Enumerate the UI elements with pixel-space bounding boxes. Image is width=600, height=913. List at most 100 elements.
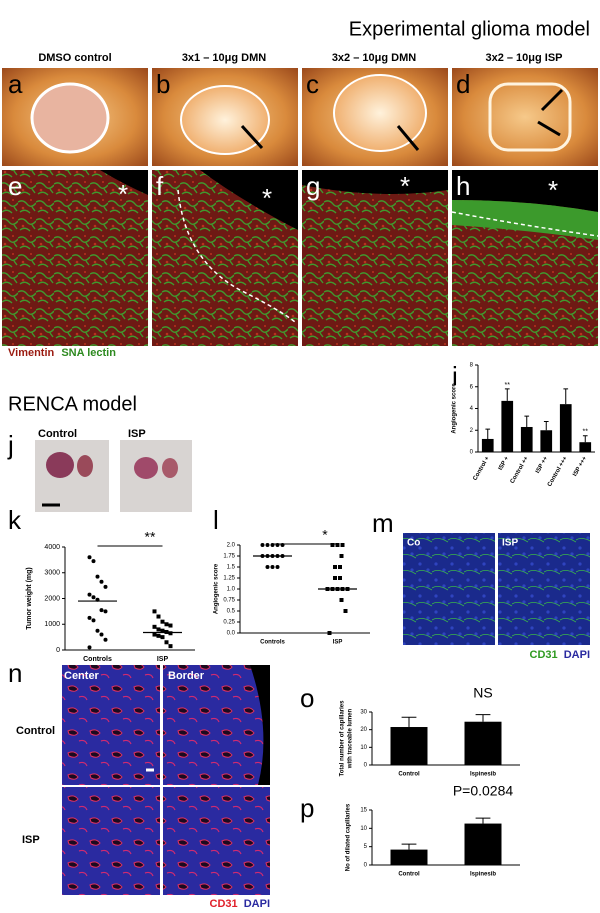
point	[338, 565, 342, 569]
panel-label: o	[300, 683, 314, 713]
panel-label: f	[156, 171, 164, 201]
point	[168, 631, 173, 636]
point	[340, 543, 345, 547]
y-tick-label: 20	[360, 727, 367, 733]
asterisk: *	[400, 171, 410, 201]
stain: CD31	[530, 649, 558, 661]
point	[343, 609, 348, 613]
point	[91, 559, 96, 564]
point	[339, 554, 344, 558]
column-header: 3x2 – 10μg DMN	[332, 52, 416, 64]
point	[103, 637, 108, 642]
y-axis-title: No of dilated capillaries	[346, 803, 352, 871]
image-label: Co	[407, 538, 420, 549]
image-label: Border	[168, 670, 205, 682]
column-header: DMSO control	[38, 52, 111, 64]
y-tick-label: 10	[360, 745, 367, 751]
stain: Vimentin	[8, 347, 55, 359]
y-tick-label: 1.75	[223, 554, 235, 560]
bar	[559, 404, 572, 452]
arrow	[540, 88, 564, 112]
stain-legend: CD31 DAPI	[210, 898, 270, 910]
image-label: Center	[64, 670, 100, 682]
lesion	[30, 82, 110, 154]
figure-title: Experimental glioma model	[349, 18, 590, 40]
bar	[390, 849, 428, 865]
y-tick-label: 8	[470, 363, 474, 369]
y-tick-label: 3000	[44, 570, 60, 577]
section-title: RENCA model	[8, 393, 137, 415]
photo	[35, 440, 109, 512]
lesion	[488, 82, 572, 152]
x-tick-label: Control ++	[510, 455, 530, 484]
micrograph	[62, 787, 160, 895]
point	[265, 543, 270, 547]
photo-row	[2, 68, 598, 166]
image-label: ISP	[502, 538, 518, 549]
point	[95, 628, 100, 633]
error-bar	[475, 817, 491, 824]
x-tick-label: Ispinesib	[470, 772, 496, 778]
bar	[579, 442, 592, 452]
y-tick-label: 0	[470, 450, 474, 456]
panel-label: l	[213, 505, 219, 535]
annotation: **	[145, 529, 156, 545]
micrograph	[498, 533, 590, 645]
x-tick-label: ISP +	[498, 455, 511, 471]
point	[330, 543, 335, 547]
point	[99, 579, 104, 584]
point	[95, 574, 100, 579]
y-tick-label: 0.0	[227, 631, 236, 637]
panel-label: d	[456, 69, 470, 99]
asterisk: *	[262, 183, 272, 213]
row-label: ISP	[22, 834, 40, 846]
point	[327, 631, 332, 635]
y-axis-title: Total number of capillaries	[340, 700, 346, 777]
bar	[390, 727, 428, 765]
point	[335, 543, 340, 547]
error-bar	[563, 388, 569, 405]
background	[100, 170, 148, 195]
x-tick-label: ISP +++	[572, 455, 588, 477]
x-tick-label: ISP ++	[535, 455, 550, 474]
arrow	[240, 124, 264, 150]
micrograph	[302, 170, 448, 346]
stain: DAPI	[244, 898, 270, 910]
y-tick-label: 15	[360, 808, 367, 814]
panel-label: n	[8, 658, 22, 688]
error-bar	[475, 714, 491, 722]
panel-label: g	[306, 171, 320, 201]
photo-label: Control	[38, 428, 77, 440]
column-header: 3x1 – 10μg DMN	[182, 52, 266, 64]
point	[91, 618, 96, 623]
y-tick-label: 0	[364, 763, 368, 769]
micrograph	[62, 665, 160, 785]
y-tick-label: 1.0	[227, 587, 236, 593]
x-tick-label: Control	[398, 772, 420, 778]
point	[338, 576, 342, 580]
stain-legend: CD31 DAPI	[530, 649, 590, 661]
bar	[501, 400, 514, 452]
panel-label: e	[8, 171, 22, 201]
point	[99, 632, 104, 637]
y-tick-label: 0	[364, 863, 368, 869]
background	[200, 170, 298, 230]
point	[270, 565, 275, 569]
y-tick-label: 2000	[44, 595, 60, 602]
lesion	[333, 74, 427, 152]
y-axis-title: Tumor weight (mg)	[26, 567, 33, 629]
point	[99, 608, 104, 613]
y-tick-label: 1000	[44, 621, 60, 628]
error-bar	[401, 843, 417, 850]
y-tick-label: 0	[56, 647, 60, 654]
stain: CD31	[210, 898, 238, 910]
point	[152, 632, 157, 637]
x-tick-label: Control	[398, 872, 420, 878]
significance: **	[583, 429, 589, 436]
tumor	[134, 457, 158, 479]
point	[152, 624, 157, 629]
asterisk: *	[548, 175, 558, 205]
error-bar	[504, 388, 510, 401]
y-tick-label: 4000	[44, 544, 60, 551]
arrow	[537, 120, 561, 137]
